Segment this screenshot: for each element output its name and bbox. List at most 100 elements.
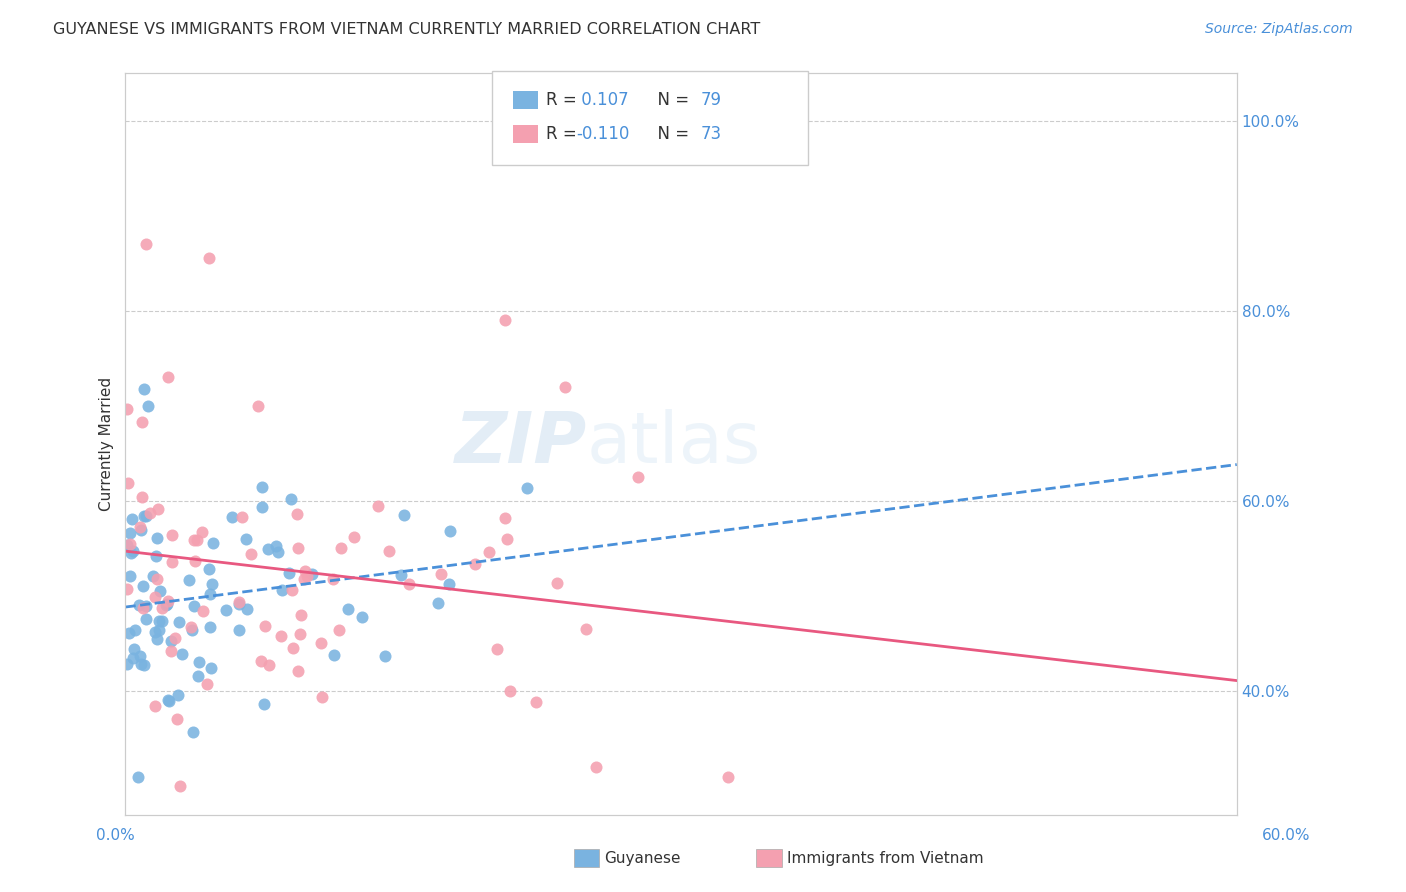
Point [160,555,183,569]
Point [128,598,150,612]
Point [280,491,302,506]
Point [129,524,152,538]
Point [121,651,143,665]
Point [135,237,157,252]
Point [240,547,263,561]
Point [159,644,181,658]
Point [166,712,188,726]
Point [177,574,200,588]
Point [301,567,323,582]
Point [202,535,225,549]
Point [323,648,346,663]
Point [499,683,522,698]
Point [264,539,287,553]
Point [118,569,141,583]
Point [132,579,155,593]
Point [118,525,141,540]
Text: R =: R = [546,125,582,143]
Point [124,624,146,638]
Point [277,566,299,580]
Point [197,252,219,266]
Point [378,544,401,558]
Point [228,624,250,638]
Text: R =: R = [546,91,582,109]
Point [187,656,209,670]
Point [160,633,183,648]
Point [228,595,250,609]
Text: 79: 79 [700,91,721,109]
Point [167,615,190,629]
Point [155,597,177,611]
Point [170,647,193,661]
Point [270,629,292,643]
Point [134,658,156,673]
Point [367,499,389,513]
Point [134,508,156,523]
Point [201,577,224,591]
Point [184,554,207,568]
Point [127,770,149,784]
Text: 0.0%: 0.0% [96,829,135,843]
Point [350,610,373,624]
Point [132,601,155,615]
Text: 60.0%: 60.0% [1263,829,1310,843]
Point [215,603,238,617]
Point [328,624,350,638]
Point [131,415,153,429]
Point [183,599,205,613]
Point [290,626,312,640]
Point [139,506,162,520]
Point [156,693,179,707]
Point [294,564,316,578]
Point [309,636,332,650]
Point [117,401,139,416]
Point [136,399,159,413]
Text: -0.110: -0.110 [576,125,630,143]
Point [290,608,312,623]
Point [117,582,139,597]
Point [150,614,173,628]
Point [524,695,547,709]
Point [143,625,166,640]
Point [250,480,273,494]
Point [249,654,271,668]
Point [165,631,187,645]
Text: ZIP: ZIP [454,409,586,478]
Point [343,530,366,544]
Point [322,572,344,586]
Point [221,510,243,524]
Point [494,312,516,326]
Point [228,597,250,611]
Point [627,470,650,484]
Point [169,779,191,793]
Point [146,573,169,587]
Point [157,694,180,708]
Text: Source: ZipAtlas.com: Source: ZipAtlas.com [1205,22,1353,37]
Point [374,649,396,664]
Point [186,533,208,547]
Text: GUYANESE VS IMMIGRANTS FROM VIETNAM CURRENTLY MARRIED CORRELATION CHART: GUYANESE VS IMMIGRANTS FROM VIETNAM CURR… [53,22,761,37]
Point [160,528,183,542]
Point [156,370,179,384]
Point [120,546,142,560]
Point [496,532,519,546]
Point [118,537,141,551]
Point [330,541,353,555]
Point [148,614,170,628]
Point [135,599,157,613]
Point [585,760,607,774]
Point [198,587,221,601]
Text: N =: N = [647,91,695,109]
Point [198,620,221,634]
Point [430,567,453,582]
Point [464,557,486,571]
Point [439,524,461,539]
Point [146,531,169,545]
Point [132,382,155,396]
Point [516,481,538,495]
Point [287,664,309,678]
Point [574,622,596,636]
Point [437,577,460,591]
Point [128,649,150,664]
Point [129,657,152,671]
